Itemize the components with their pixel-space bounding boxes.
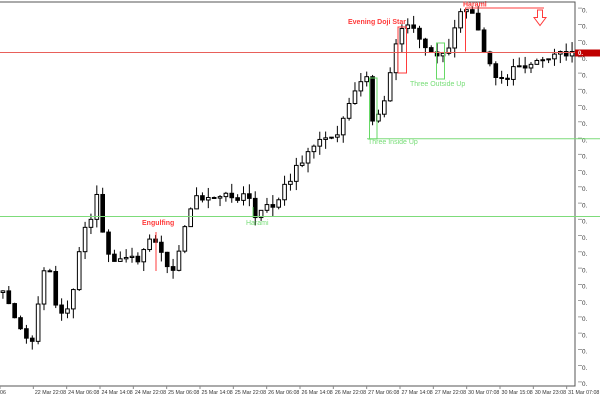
svg-text:Evening Doji Star: Evening Doji Star [348,19,406,26]
svg-text:30 Mar 23:08: 30 Mar 23:08 [535,390,566,396]
svg-text:24 Mar 14:08: 24 Mar 14:08 [102,390,133,396]
svg-text:06: 06 [0,390,6,396]
svg-text:0.: 0. [582,105,588,112]
svg-text:31 Mar 07:08: 31 Mar 07:08 [568,390,599,396]
svg-text:0.: 0. [582,316,588,323]
svg-text:Three Outside Up: Three Outside Up [410,81,465,88]
svg-text:0.: 0. [582,219,588,226]
svg-text:0.: 0. [582,251,588,258]
svg-text:0.: 0. [582,381,588,388]
svg-text:27 Mar 14:08: 27 Mar 14:08 [402,390,433,396]
svg-text:0.: 0. [582,365,588,372]
svg-text:0.: 0. [582,154,588,161]
svg-text:0.: 0. [582,89,588,96]
svg-text:0.: 0. [582,300,588,307]
svg-text:Three Inside Up: Three Inside Up [368,139,418,146]
svg-text:27 Mar 06:08: 27 Mar 06:08 [368,390,399,396]
svg-text:0.: 0. [582,7,588,14]
svg-text:25 Mar 14:08: 25 Mar 14:08 [202,390,233,396]
svg-text:30 Mar 15:08: 30 Mar 15:08 [502,390,533,396]
svg-text:26 Mar 14:08: 26 Mar 14:08 [302,390,333,396]
svg-text:27 Mar 22:08: 27 Mar 22:08 [435,390,466,396]
svg-text:0.: 0. [582,235,588,242]
svg-text:24 Mar 22:08: 24 Mar 22:08 [135,390,166,396]
svg-text:0.: 0. [582,40,588,47]
svg-text:0.: 0. [582,284,588,291]
svg-text:0.: 0. [582,186,588,193]
svg-text:25 Mar 22:08: 25 Mar 22:08 [235,390,266,396]
svg-text:0.: 0. [582,72,588,79]
svg-text:0.: 0. [582,332,588,339]
svg-text:0.: 0. [582,202,588,209]
svg-text:24 Mar 06:08: 24 Mar 06:08 [68,390,99,396]
svg-text:26 Mar 06:08: 26 Mar 06:08 [268,390,299,396]
svg-text:30 Mar 07:08: 30 Mar 07:08 [468,390,499,396]
svg-text:26 Mar 22:08: 26 Mar 22:08 [335,390,366,396]
svg-text:0.: 0. [582,170,588,177]
svg-text:0.: 0. [582,121,588,128]
svg-text:22 Mar 22:08: 22 Mar 22:08 [35,390,66,396]
svg-text:0.: 0. [582,267,588,274]
svg-text:Engulfing: Engulfing [142,220,174,227]
svg-text:0.: 0. [578,51,583,57]
svg-text:0.: 0. [582,56,588,63]
svg-text:25 Mar 06:08: 25 Mar 06:08 [168,390,199,396]
svg-text:Harami: Harami [463,2,487,9]
svg-text:Harami: Harami [246,220,269,227]
svg-text:0.: 0. [582,24,588,31]
svg-text:0.: 0. [582,349,588,356]
